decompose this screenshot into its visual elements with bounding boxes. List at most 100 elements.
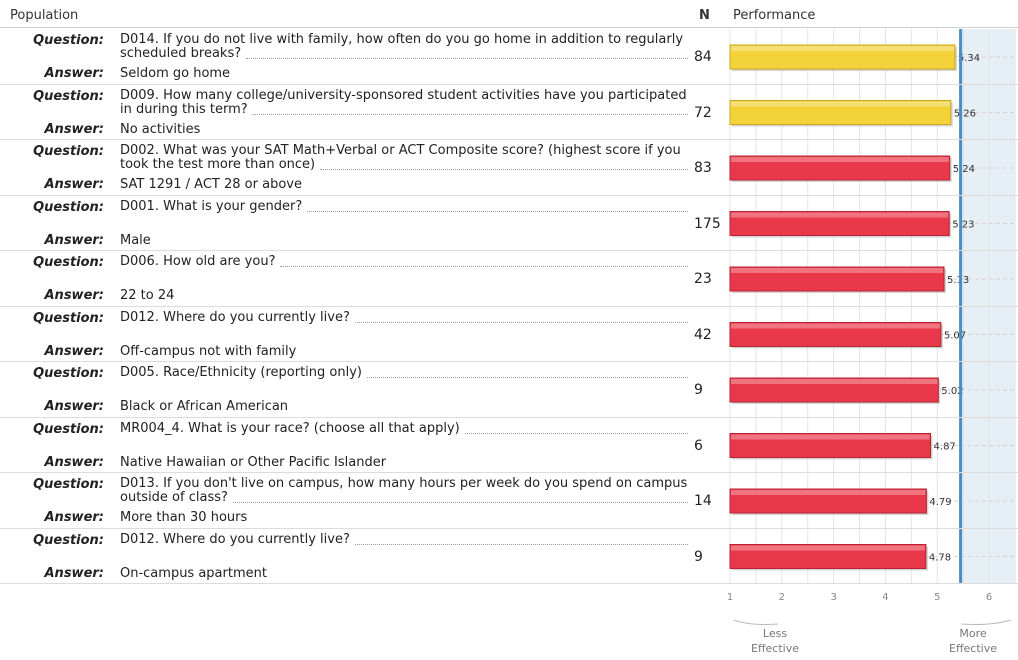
answer-label: Answer: — [44, 177, 105, 192]
question-text-value: D012. Where do you currently live? — [120, 309, 352, 325]
answer-text: More than 30 hours — [120, 510, 248, 525]
bar — [729, 266, 945, 292]
population-row[interactable]: Question: D013. If you don't live on camp… — [0, 473, 1018, 531]
leader-line — [464, 432, 688, 434]
header-divider — [0, 27, 1018, 28]
row-divider — [0, 305, 1018, 307]
population-row[interactable]: Question: D001. What is your gender? Answe… — [0, 196, 1018, 254]
bar-value-label: 5.07 — [944, 331, 966, 342]
leader-line — [246, 58, 688, 59]
bar — [729, 322, 942, 347]
population-row[interactable]: Question: D002. What was your SAT Math+Ve… — [0, 140, 1018, 198]
question-label: Question: — [33, 144, 104, 159]
question-text: D009. How many college/university-sponso… — [120, 87, 690, 117]
question-label: Question: — [33, 366, 104, 381]
question-text: D014. If you do not live with family, ho… — [120, 32, 690, 61]
question-text: D012. Where do you currently live? — [120, 531, 690, 547]
answer-label: Answer: — [44, 343, 105, 359]
n-value: 175 — [694, 215, 721, 232]
row-divider — [0, 472, 1018, 473]
row-divider — [0, 416, 1018, 418]
answer-text: Seldom go home — [120, 66, 231, 81]
bar-highlight — [731, 323, 940, 329]
answer-text: Off-campus not with family — [120, 343, 297, 359]
bar — [729, 155, 951, 181]
question-label: Question: — [33, 255, 104, 270]
answer-label: Answer: — [44, 565, 105, 581]
population-row[interactable]: Question: D009. How many college/universi… — [0, 85, 1018, 143]
population-row[interactable]: Question: D012. Where do you currently li… — [0, 307, 1018, 365]
leader-line — [354, 543, 688, 545]
answer-label: Answer: — [44, 121, 105, 137]
column-header-population: Population — [10, 8, 79, 23]
question-label: Question: — [33, 88, 104, 104]
bar — [729, 488, 927, 514]
question-label: Question: — [33, 532, 104, 548]
row-divider — [0, 583, 1018, 584]
bar-value-label: 5.24 — [953, 164, 975, 175]
row-divider — [0, 194, 1018, 196]
n-value: 72 — [694, 104, 712, 121]
column-header-performance: Performance — [733, 8, 816, 23]
row-divider — [0, 83, 1018, 85]
answer-label: Answer: — [44, 232, 105, 248]
question-text: D013. If you don't live on campus, how m… — [120, 476, 690, 505]
population-row[interactable]: Question: D006. How old are you? Answer: 22… — [0, 251, 1018, 309]
leader-line — [252, 113, 688, 115]
row-divider — [0, 361, 1018, 362]
n-value: 9 — [694, 382, 703, 398]
bar — [729, 100, 952, 125]
bar — [729, 211, 950, 236]
bar-highlight — [731, 46, 954, 51]
answer-label: Answer: — [44, 288, 105, 303]
question-text: D002. What was your SAT Math+Verbal or A… — [120, 143, 690, 172]
answer-text: No activities — [120, 121, 201, 137]
answer-label: Answer: — [44, 66, 105, 81]
row-divider — [0, 139, 1018, 140]
answer-text: Native Hawaiian or Other Pacific Islande… — [120, 454, 387, 470]
answer-text: 22 to 24 — [120, 288, 175, 303]
question-text-value: D013. If you don't live on campus, how m… — [120, 476, 688, 505]
question-text-value: D001. What is your gender? — [120, 198, 305, 214]
leader-line — [280, 266, 688, 267]
n-value: 14 — [694, 493, 712, 509]
question-text-value: D012. Where do you currently live? — [120, 531, 352, 547]
question-text-value: D005. Race/Ethnicity (reporting only) — [120, 365, 364, 380]
less-effective-arrow — [733, 619, 779, 625]
question-text-value: D006. How old are you? — [120, 254, 278, 269]
question-label: Question: — [33, 199, 104, 215]
question-text: D005. Race/Ethnicity (reporting only) — [120, 365, 690, 380]
answer-text: SAT 1291 / ACT 28 or above — [120, 177, 302, 192]
leader-line — [354, 321, 688, 323]
n-value: 83 — [694, 160, 712, 176]
population-row[interactable]: Question: D005. Race/Ethnicity (reporting… — [0, 362, 1018, 420]
less-effective-label: Less Effective — [751, 627, 799, 655]
bar — [729, 44, 956, 70]
n-value: 6 — [694, 437, 703, 454]
population-row[interactable]: Question: MR004_4. What is your race? (ch… — [0, 418, 1018, 476]
x-tick-label: 5 — [934, 592, 940, 603]
bar-value-label: 4.78 — [929, 553, 951, 564]
leader-line — [307, 210, 688, 212]
bar — [729, 433, 932, 458]
bar-value-label: 5.02 — [941, 386, 963, 397]
bar-highlight — [731, 268, 944, 273]
answer-label: Answer: — [44, 454, 105, 470]
answer-text: Black or African American — [120, 399, 289, 414]
question-text: MR004_4. What is your race? (choose all … — [120, 420, 690, 436]
bar-value-label: 5.23 — [952, 220, 974, 231]
answer-text: Male — [120, 232, 151, 248]
x-tick-label: 2 — [779, 592, 785, 603]
question-label: Question: — [33, 421, 104, 437]
bar-highlight — [731, 101, 950, 107]
bar — [729, 544, 927, 569]
bar-value-label: 4.79 — [929, 497, 951, 508]
population-row[interactable]: Question: D014. If you do not live with f… — [0, 29, 1018, 87]
bar-highlight — [731, 157, 949, 162]
population-row[interactable]: Question: D012. Where do you currently li… — [0, 529, 1018, 587]
n-value: 84 — [694, 49, 712, 65]
bar-highlight — [731, 490, 926, 495]
bar-highlight — [731, 545, 925, 551]
leader-line — [232, 502, 688, 503]
more-effective-label: More Effective — [949, 627, 997, 655]
